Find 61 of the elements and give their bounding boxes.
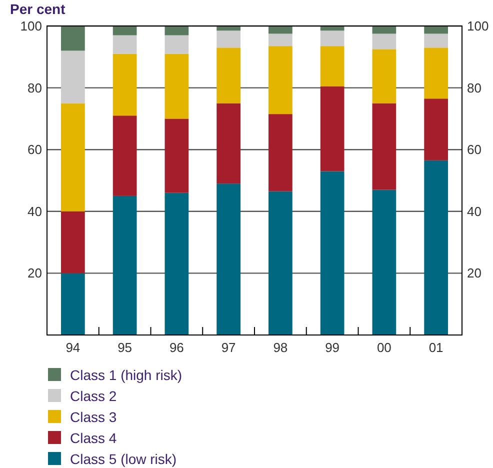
bar (61, 26, 85, 51)
bar (112, 26, 137, 36)
bar (268, 34, 292, 46)
bar (424, 48, 448, 99)
y-tick-label: 40 (28, 204, 42, 219)
y2-tick-label: 20 (467, 266, 482, 281)
y2-tick-label: 80 (467, 80, 482, 96)
x-tick-label: 95 (118, 340, 132, 355)
bar (216, 30, 240, 48)
bar (424, 160, 448, 335)
x-tick-label: 97 (221, 340, 236, 355)
y-tick-label: 20 (28, 266, 42, 281)
bar (216, 48, 240, 104)
bar (268, 114, 292, 192)
bar (164, 192, 189, 335)
bar (424, 34, 448, 48)
y2-tick-label: 60 (467, 142, 482, 158)
x-tick-label: 94 (66, 340, 80, 355)
y-tick-label: 80 (28, 80, 42, 96)
bar (372, 49, 396, 104)
bar (112, 35, 137, 54)
bar (320, 30, 344, 46)
y-tick-label: 60 (28, 142, 42, 158)
bar (424, 26, 448, 34)
x-tick-label: 01 (428, 340, 444, 355)
bar (372, 190, 396, 335)
y-tick-label: 100 (20, 18, 42, 34)
x-tick-label: 99 (325, 340, 340, 355)
bar (320, 171, 344, 335)
x-tick-label: 98 (273, 340, 288, 355)
bar (268, 191, 292, 335)
x-tick-label: 00 (376, 340, 392, 355)
y2-tick-label: 40 (467, 204, 482, 219)
bar (61, 273, 85, 335)
legend-label: Class 5 (low risk) (70, 451, 177, 467)
bar (320, 46, 344, 86)
bar (216, 184, 240, 335)
bar (216, 103, 240, 184)
bar (268, 46, 292, 114)
legend-label: Class 1 (high risk) (70, 367, 182, 383)
bar (372, 103, 396, 190)
bar (112, 54, 137, 116)
y2-tick-label: 100 (467, 18, 489, 34)
x-tick-label: 96 (169, 340, 184, 355)
bar (61, 50, 85, 104)
legend-label: Class 4 (70, 430, 117, 446)
bar (61, 103, 85, 212)
bar (164, 54, 189, 119)
bar (320, 86, 344, 172)
bar (164, 118, 189, 193)
y-axis-title: Per cent (10, 1, 66, 17)
legend-label: Class 3 (70, 409, 117, 425)
bar (164, 26, 189, 36)
bar (268, 26, 292, 34)
bar (372, 34, 396, 50)
bar (112, 196, 137, 335)
bar (112, 116, 137, 196)
legend-label: Class 2 (70, 388, 117, 404)
bar (164, 35, 189, 54)
bar (61, 211, 85, 274)
bar (424, 98, 448, 160)
